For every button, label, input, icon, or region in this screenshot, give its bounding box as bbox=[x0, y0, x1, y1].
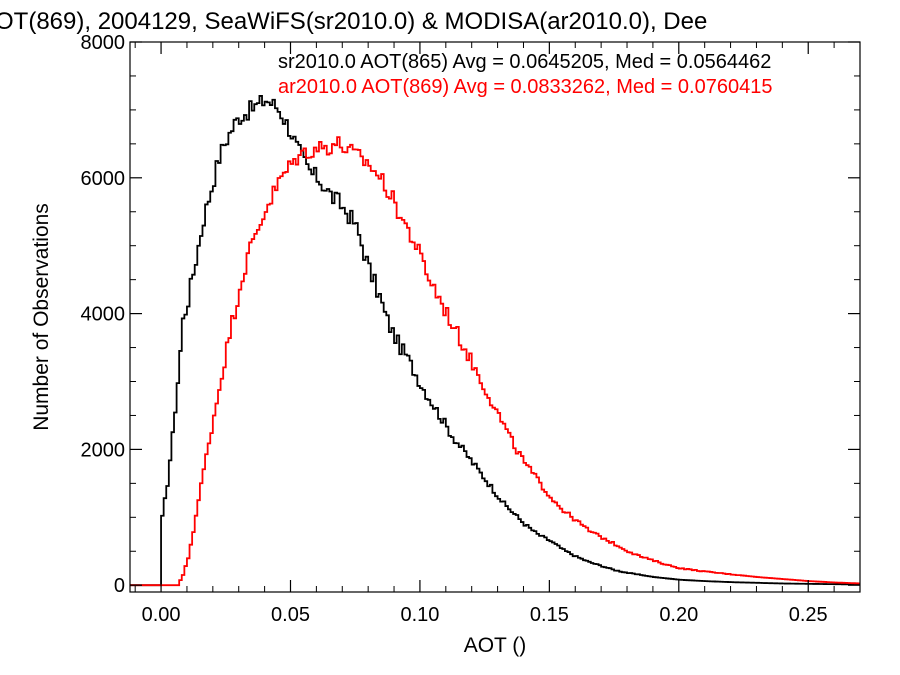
chart-title: OT(869), 2004129, SeaWiFS(sr2010.0) & MO… bbox=[0, 8, 707, 35]
series-0-stats-label: sr2010.0 AOT(865) Avg = 0.0645205, Med =… bbox=[278, 51, 771, 73]
x-tick-label-2: 0.10 bbox=[400, 604, 439, 626]
y-axis-title: Number of Observations bbox=[30, 203, 53, 431]
x-axis-title: AOT () bbox=[464, 634, 527, 657]
y-tick-label-4: 8000 bbox=[81, 32, 126, 54]
series-1-stats-label: ar2010.0 AOT(869) Avg = 0.0833262, Med =… bbox=[278, 76, 772, 98]
y-tick-label-3: 6000 bbox=[81, 168, 126, 190]
x-tick-label-1: 0.05 bbox=[271, 604, 310, 626]
y-tick-label-0: 0 bbox=[114, 575, 125, 597]
x-tick-label-5: 0.25 bbox=[789, 604, 828, 626]
plot-frame bbox=[129, 41, 861, 593]
y-axis: 0 2000 4000 6000 8000 bbox=[81, 32, 860, 597]
plot-series-group bbox=[130, 95, 860, 587]
series-line-1 bbox=[130, 136, 860, 587]
series-line-0 bbox=[130, 95, 860, 587]
y-tick-label-2: 4000 bbox=[81, 304, 126, 326]
x-axis: 0.00 0.05 0.10 0.15 0.20 0.25 bbox=[134, 42, 835, 626]
y-tick-label-1: 2000 bbox=[81, 439, 126, 461]
x-tick-label-4: 0.20 bbox=[659, 604, 698, 626]
x-tick-label-3: 0.15 bbox=[530, 604, 569, 626]
x-tick-label-0: 0.00 bbox=[142, 604, 181, 626]
